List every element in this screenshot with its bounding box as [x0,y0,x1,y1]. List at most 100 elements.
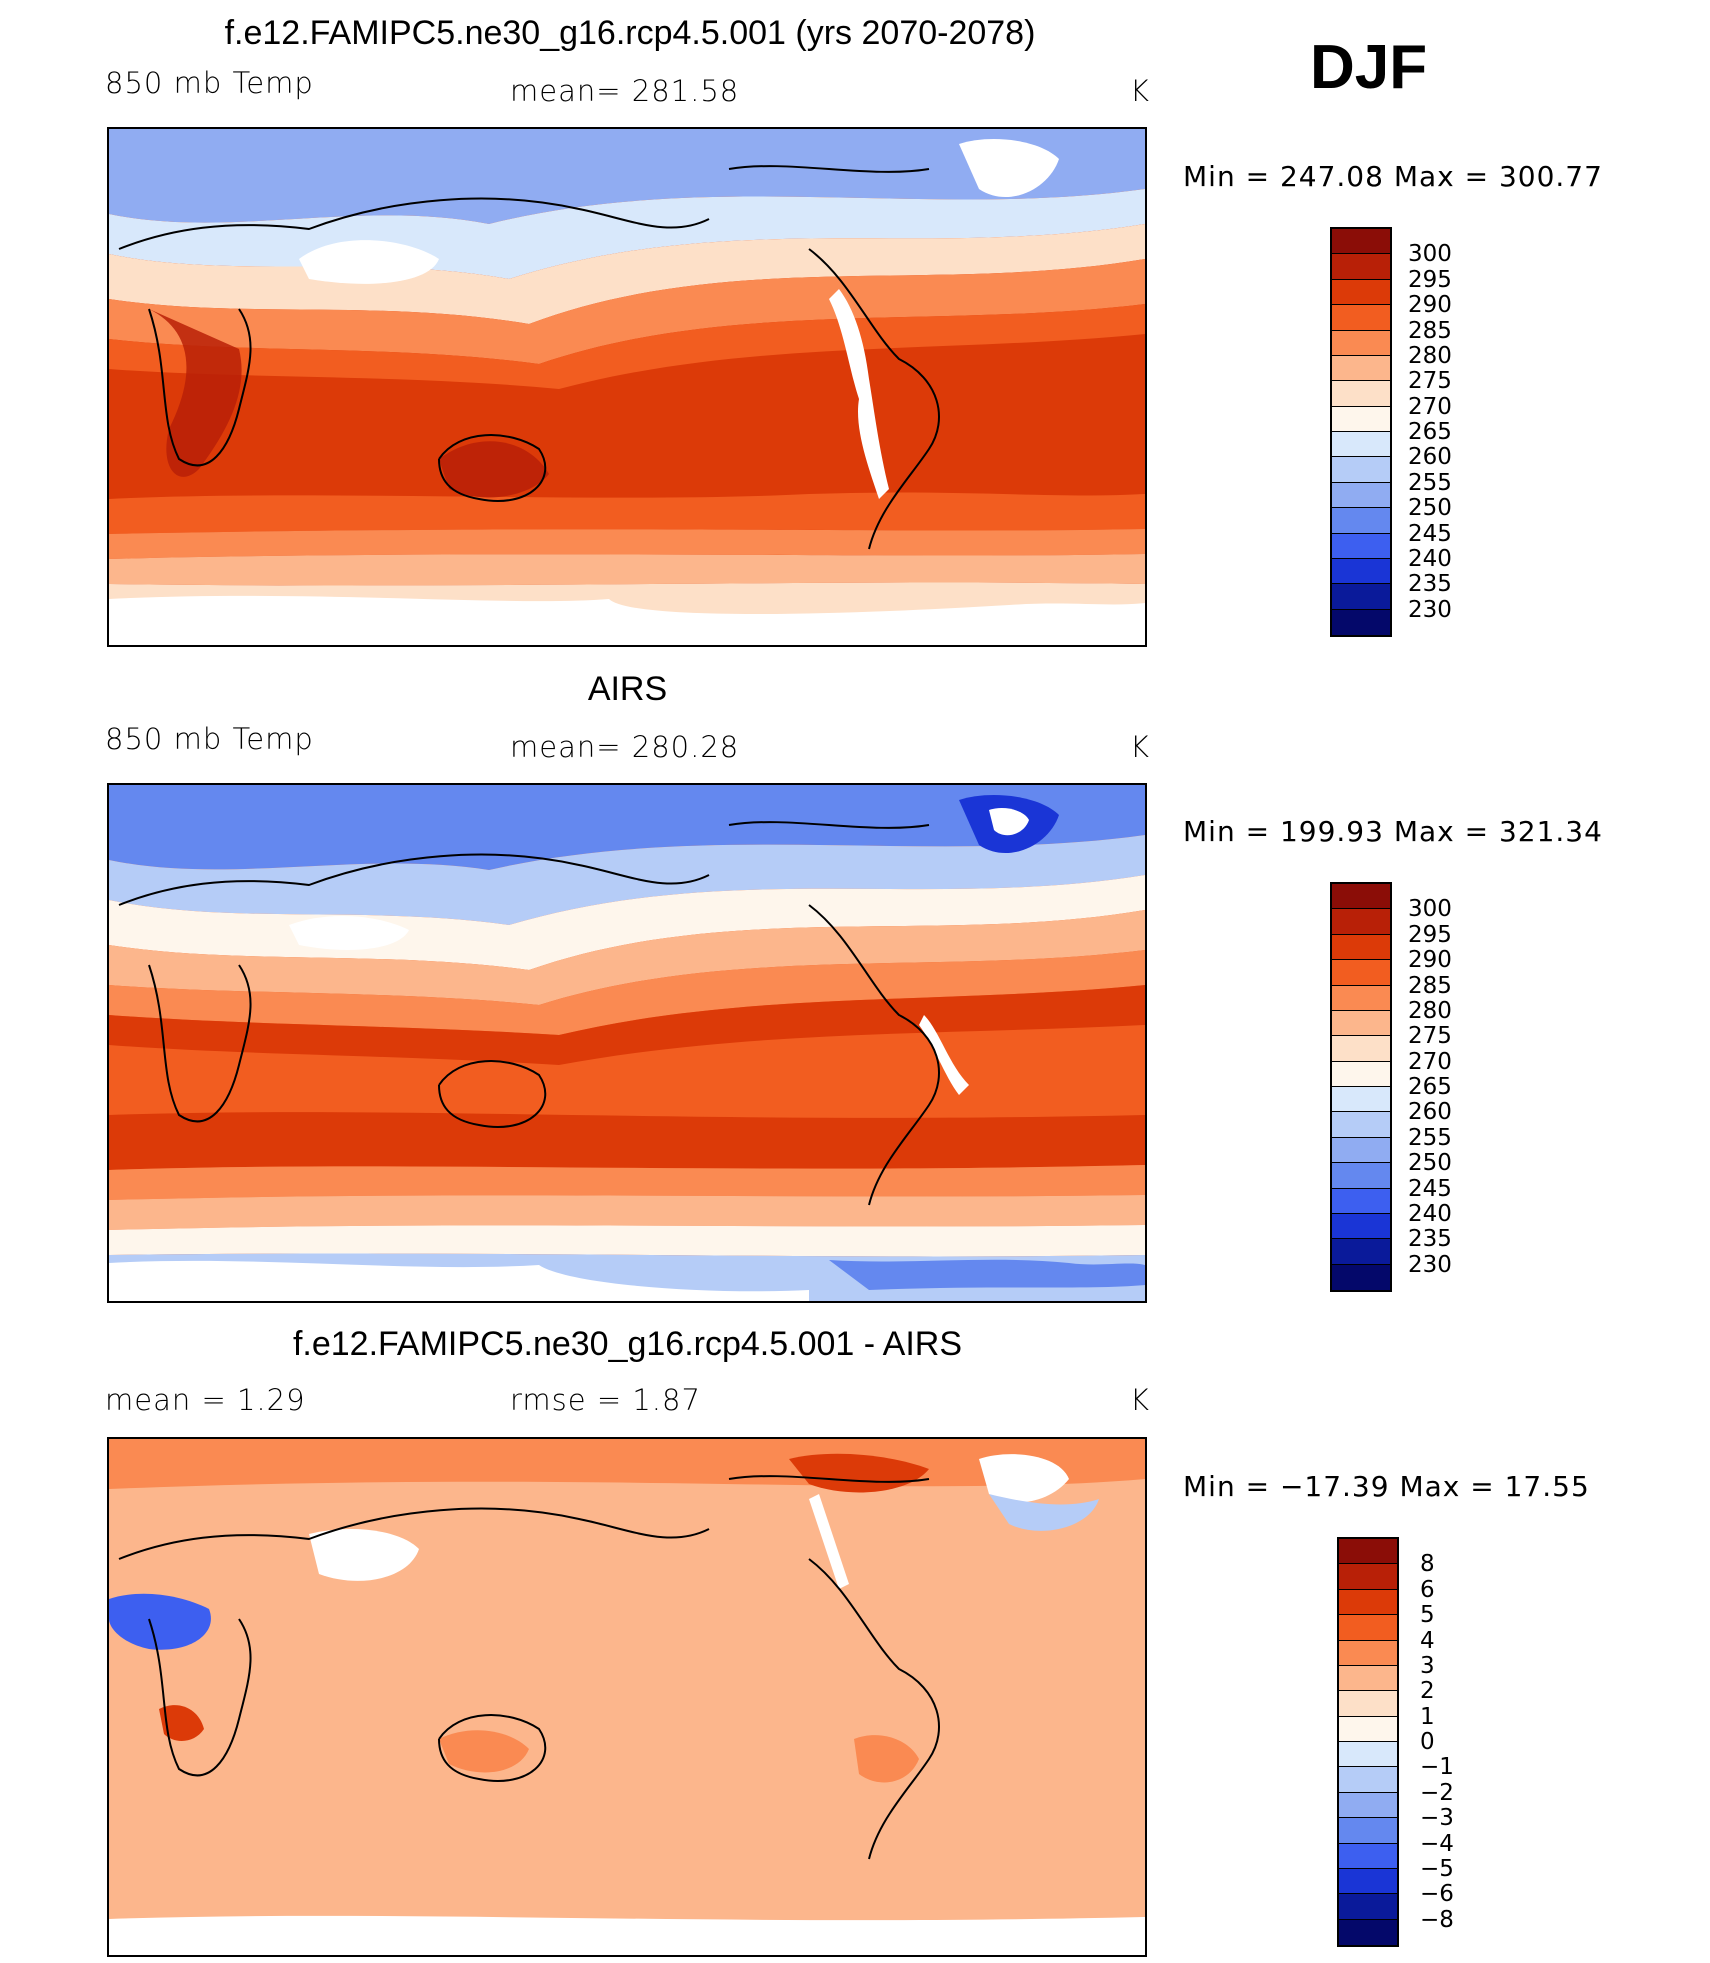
panel-1-band-north-warm [109,259,1145,364]
panel-2-andes-mask [919,1015,969,1095]
panel-3-mean-label: mean = 1.29 [105,1383,306,1417]
panel-3-antarctica-mask [109,1915,1145,1955]
colorbar-3-segment [1339,1564,1397,1590]
panel-2-coastlines [118,821,940,1206]
panel-2-units: K [1130,730,1151,764]
colorbar-1-level-label: 230 [1408,596,1452,623]
panel-3-samerica-warm [854,1735,919,1783]
colorbar-2-level-label: 250 [1408,1150,1452,1177]
colorbar-2-segment [1332,909,1390,935]
colorbar-2-segment [1332,1239,1390,1265]
panel-2-variable-label: 850 mb Temp [105,722,314,756]
panel-2-antarctica-mask [109,1260,809,1301]
panel-2-minmax: Min = 199.93 Max = 321.34 [1183,815,1603,848]
colorbar-1-segment [1332,305,1390,331]
colorbar-3-level-label: 0 [1420,1729,1435,1755]
panel-2-antarctic-cold [829,1259,1145,1290]
panel-2-greenland-mask [989,808,1029,836]
colorbar-2-segment [1332,1112,1390,1138]
colorbar-3-level-label: 5 [1420,1602,1435,1629]
colorbar-3-segment [1339,1742,1397,1768]
colorbar-1-segment [1332,482,1390,509]
panel-1-coastlines [118,165,940,550]
panel-3-sahara-cold [109,1593,211,1650]
panel-2-band-tropic-south [109,1112,1145,1170]
panel-1-mean-label: mean= 281.58 [510,74,740,108]
panel-1-band-south-mild [109,554,1145,586]
colorbar-1-level-label: 270 [1408,393,1452,420]
panel-3-atlantic-cool [989,1494,1099,1531]
colorbar-2-segment [1332,884,1390,910]
panel-1-map [107,127,1147,647]
colorbar-1-level-label: 300 [1408,241,1452,268]
panel-2-mean-label: mean= 280.28 [510,730,740,764]
panel-2-map-svg [109,785,1145,1301]
panel-3-map-svg [109,1439,1145,1955]
panel-2-band-arctic [109,785,1145,870]
colorbar-2-segment [1332,1213,1390,1240]
panel-1-minmax: Min = 247.08 Max = 300.77 [1183,160,1603,193]
colorbar-1-level-label: 285 [1408,317,1452,344]
panel-1-africa-hot [149,309,242,477]
panel-1-band-arctic [109,129,1145,224]
colorbar-1-level-label: 275 [1408,368,1452,395]
colorbar-1-segment [1332,533,1390,559]
colorbar-1-segment [1332,279,1390,306]
colorbar-3-segment [1339,1589,1397,1616]
colorbar-2-level-label: 275 [1408,1023,1452,1050]
colorbar-3-segment [1339,1868,1397,1895]
colorbar-2-level-label: 240 [1408,1200,1452,1227]
colorbar-2-level-label: 290 [1408,947,1452,974]
panel-1-band-south-warm [109,492,1145,534]
colorbar-3-level-label: −2 [1420,1779,1454,1806]
colorbar-1-level-label: 255 [1408,469,1452,496]
panel-3-australia-warm [439,1730,529,1773]
colorbar-1-segment [1332,584,1390,610]
colorbar-2-segment [1332,1163,1390,1189]
colorbar-1-segment [1332,432,1390,458]
colorbar-3-segment [1339,1843,1397,1869]
colorbar-1-level-label: 235 [1408,571,1452,598]
panel-2-tibet-mask [289,915,409,950]
panel-3-units: K [1130,1383,1151,1417]
panel-3-field-base [109,1439,1145,1955]
colorbar-1-level-label: 250 [1408,495,1452,522]
colorbar-3-segment [1339,1894,1397,1920]
colorbar-1-level-label: 245 [1408,520,1452,547]
colorbar-2-segment [1332,1137,1390,1164]
panel-1-units: K [1130,74,1151,108]
colorbar-1-segment [1332,355,1390,382]
panel-1-band-south-mid [109,529,1145,559]
colorbar-2-level-label: 245 [1408,1175,1452,1202]
colorbar-3-level-label: −3 [1420,1805,1454,1832]
panel-2-band-north-warm [109,910,1145,1005]
colorbar-2-level-label: 300 [1408,896,1452,923]
colorbar-2-level-label: 230 [1408,1251,1452,1278]
panel-3-minmax: Min = −17.39 Max = 17.55 [1183,1470,1590,1503]
panel-1-antarctica-mask [109,595,1145,645]
colorbar-1-segment [1332,508,1390,534]
colorbar-3-level-label: 3 [1420,1652,1435,1679]
panel-3-rockies-mask [809,1494,849,1589]
panel-1-greenland-mask [959,139,1059,198]
colorbar-3-level-label: 1 [1420,1703,1435,1730]
colorbar-2-segment [1332,1061,1390,1087]
colorbar-3-level-label: −5 [1420,1855,1454,1882]
colorbar-3-level-label: −1 [1420,1754,1454,1781]
colorbar-2-level-label: 285 [1408,972,1452,999]
panel-3-title: f.e12.FAMIPC5.ne30_g16.rcp4.5.001 - AIRS [292,1325,963,1363]
panel-3-coastlines [118,1475,940,1860]
panel-1-variable-label: 850 mb Temp [105,66,314,100]
colorbar-3-level-label: 8 [1420,1551,1435,1578]
panel-1-australia-hot [439,441,549,498]
panel-2-map [107,783,1147,1303]
colorbar-2-level-label: 255 [1408,1124,1452,1151]
panel-2-band-south-warm [109,1165,1145,1200]
colorbar-2-level-label: 280 [1408,997,1452,1024]
panel-2-band-south-mild [109,1195,1145,1230]
panel-3-colorbar [1337,1537,1399,1947]
colorbar-3-segment [1339,1818,1397,1844]
colorbar-2-level-label: 270 [1408,1048,1452,1075]
colorbar-2-segment [1332,1188,1390,1214]
panel-3-greenland-mask [979,1454,1069,1503]
